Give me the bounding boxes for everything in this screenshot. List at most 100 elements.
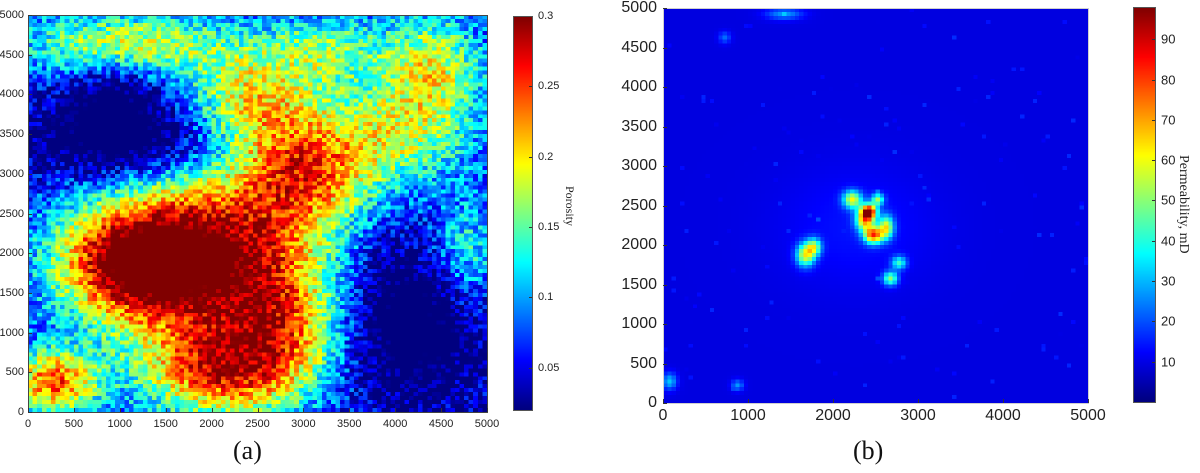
y-tick-label: 0 (648, 394, 657, 411)
colorbar-tick-label: 20 (1161, 313, 1176, 329)
permeability-colorbar (1133, 7, 1155, 402)
x-tick-label: 1000 (107, 418, 133, 430)
x-tick-label: 3000 (291, 418, 316, 430)
y-tick-mark (28, 292, 32, 294)
x-tick-mark (833, 399, 834, 403)
x-tick-label: 3000 (900, 407, 936, 424)
colorbar-tick-mark (1152, 361, 1155, 363)
x-tick-label: 5000 (474, 418, 500, 430)
y-tick-label: 1000 (621, 315, 657, 332)
y-tick-mark (663, 205, 667, 207)
x-tick-mark (395, 408, 397, 412)
colorbar-tick-mark (1152, 321, 1155, 323)
axes-frame (663, 8, 1089, 404)
x-tick-mark (918, 399, 919, 403)
x-tick-label: 1000 (730, 407, 766, 424)
y-tick-mark (663, 363, 667, 365)
x-tick-label: 1500 (153, 418, 178, 430)
y-tick-label: 1500 (0, 286, 24, 299)
colorbar-tick-mark (1152, 39, 1155, 41)
y-tick-mark (28, 372, 32, 374)
y-tick-label: 4000 (621, 78, 657, 95)
x-tick-label: 500 (64, 418, 84, 430)
y-tick-label: 2000 (621, 236, 657, 253)
x-tick-mark (73, 408, 75, 412)
y-tick-label: 2000 (0, 247, 24, 260)
colorbar-tick-mark (529, 297, 532, 299)
x-tick-label: 0 (24, 418, 32, 430)
colorbar-tick-label: 0.1 (538, 291, 554, 304)
colorbar-tick-label: 90 (1161, 31, 1176, 47)
x-tick-mark (441, 408, 443, 412)
colorbar-tick-mark (1152, 281, 1155, 283)
x-tick-mark (119, 408, 121, 412)
y-tick-label: 2500 (621, 196, 657, 214)
colorbar-tick-mark (1152, 160, 1155, 162)
colorbar-tick-label: 60 (1161, 152, 1176, 168)
y-tick-mark (28, 94, 32, 96)
colorbar-tick-mark (529, 86, 532, 88)
x-tick-label: 4000 (382, 418, 408, 430)
y-tick-label: 4000 (0, 88, 24, 101)
y-tick-mark (663, 284, 667, 286)
y-tick-label: 3000 (621, 157, 657, 174)
colorbar-tick-label: 0.25 (538, 80, 560, 93)
y-tick-label: 1000 (0, 326, 24, 339)
axes-frame (28, 15, 488, 413)
panel-b: 0 1000 2000 3000 4000 5000 0 500 1000 1500 2000 250… (600, 0, 1200, 473)
x-tick-label: 2000 (199, 418, 224, 430)
y-tick-mark (663, 166, 667, 167)
colorbar-tick-label: 50 (1161, 192, 1176, 208)
y-tick-mark (28, 253, 32, 255)
colorbar-tick-label: 10 (1161, 354, 1176, 370)
y-tick-label: 1500 (621, 275, 657, 293)
y-tick-mark (28, 54, 32, 56)
x-tick-label: 5000 (1070, 407, 1106, 424)
colorbar-tick-mark (529, 367, 532, 369)
x-tick-mark (1003, 399, 1004, 403)
colorbar-tick-mark (529, 227, 532, 229)
y-tick-mark (28, 15, 32, 16)
y-tick-label: 2500 (0, 207, 24, 220)
x-tick-label: 0 (658, 407, 668, 424)
x-tick-mark (1088, 399, 1089, 403)
y-tick-label: 4500 (621, 38, 657, 56)
caption-a: (a) (233, 436, 262, 465)
panel-a: 0 500 1000 1500 2000 2500 3000 3500 4000 4500 5000… (0, 9, 577, 465)
porosity-colorbar (513, 16, 532, 410)
y-tick-mark (663, 47, 667, 49)
colorbar-tick-mark (1152, 119, 1155, 121)
colorbar-tick-label: 30 (1161, 273, 1176, 289)
x-tick-mark (663, 399, 664, 403)
y-tick-mark (663, 126, 667, 128)
y-tick-label: 500 (5, 366, 24, 379)
colorbar-tick-label: 80 (1161, 72, 1176, 88)
y-tick-mark (663, 324, 667, 325)
x-tick-mark (257, 408, 259, 412)
permeability-colorbar-label: Permeability, mD (1176, 155, 1191, 254)
colorbar-tick-label: 40 (1161, 233, 1176, 249)
y-tick-mark (663, 245, 667, 246)
y-tick-label: 0 (17, 406, 24, 418)
y-tick-mark (663, 403, 667, 404)
porosity-colorbar-label: Porosity (563, 186, 577, 227)
y-tick-mark (28, 412, 32, 413)
y-tick-mark (28, 332, 32, 334)
caption-b: (b) (853, 436, 884, 465)
x-tick-mark (349, 408, 351, 412)
x-tick-mark (748, 399, 749, 403)
colorbar-frame (513, 16, 533, 411)
x-tick-label: 4500 (428, 418, 454, 430)
y-tick-label: 3500 (621, 117, 657, 135)
x-tick-mark (487, 408, 488, 412)
colorbar-tick-label: 0.05 (538, 361, 560, 374)
permeability-heatmap (663, 8, 1088, 403)
x-tick-mark (303, 408, 305, 412)
colorbar-frame (1133, 7, 1156, 403)
y-tick-label: 500 (630, 354, 657, 372)
y-tick-label: 3500 (0, 128, 24, 141)
y-tick-mark (28, 213, 32, 215)
colorbar-tick-label: 0.2 (538, 150, 554, 163)
colorbar-tick-label: 0.3 (538, 10, 554, 22)
y-tick-label: 4500 (0, 48, 24, 61)
